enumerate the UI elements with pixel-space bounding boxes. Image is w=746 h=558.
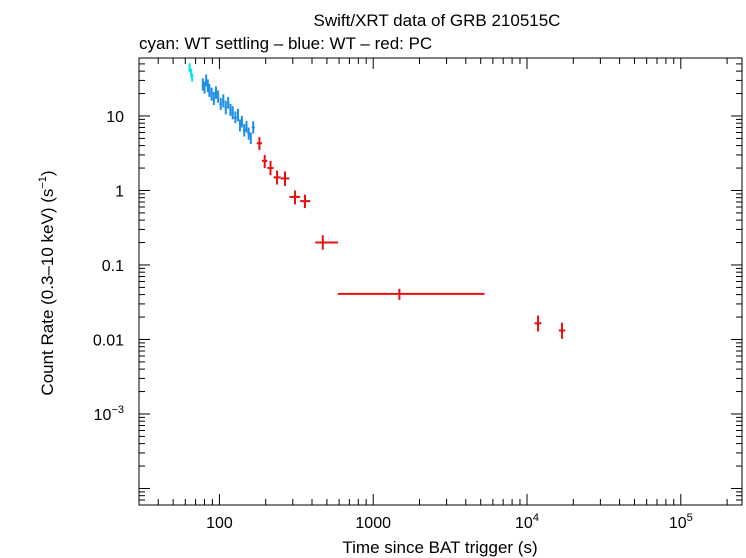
x-tick-label: 100 [206, 515, 233, 532]
plot-frame [138, 57, 743, 506]
data-point [226, 96, 230, 109]
data-point [238, 119, 241, 132]
y-axis-label: Count Rate (0.3–10 keV) (s−1) [37, 170, 57, 395]
data-points [188, 63, 566, 339]
data-point [273, 170, 281, 185]
series-wt [201, 74, 255, 145]
y-axis-label-main: Count Rate (0.3–10 keV) (s [38, 189, 57, 396]
data-point [212, 91, 215, 106]
data-point [236, 108, 239, 122]
data-point [315, 235, 338, 250]
data-point [242, 124, 246, 137]
data-point [251, 121, 255, 134]
data-point [191, 73, 194, 82]
x-tick-label: 1000 [355, 515, 391, 532]
x-axis-label: Time since BAT trigger (s) [342, 538, 537, 557]
y-tick-label: 0.01 [93, 332, 124, 349]
data-point [219, 97, 223, 111]
data-point [214, 86, 218, 99]
data-point [205, 74, 208, 87]
series-wt-settling [188, 63, 194, 82]
data-point [222, 94, 225, 108]
chart-title: Swift/XRT data of GRB 210515C [314, 11, 561, 30]
data-point [229, 103, 232, 116]
series-pc [256, 137, 566, 339]
data-point [267, 160, 274, 176]
data-point [206, 79, 209, 92]
y-axis-label-sup: −1 [37, 176, 49, 189]
data-point [203, 81, 206, 94]
data-point [245, 120, 248, 133]
chart-subtitle: cyan: WT settling – blue: WT – red: PC [139, 34, 432, 53]
y-axis-label-close: ) [38, 170, 57, 176]
data-point [558, 322, 566, 339]
data-point [240, 115, 243, 128]
data-point [261, 154, 268, 169]
y-tick-labels: 10 1 0.1 0.01 10−3 [93, 109, 124, 424]
data-point [188, 63, 191, 72]
data-point [300, 194, 311, 209]
data-point [210, 87, 213, 101]
data-point [224, 100, 227, 115]
data-point [337, 288, 485, 300]
data-point [280, 171, 290, 186]
axis-ticks [138, 57, 742, 506]
data-point [190, 68, 193, 78]
data-point [217, 90, 220, 103]
y-tick-label: 1 [115, 183, 124, 200]
y-tick-label: 0.1 [102, 258, 124, 275]
x-tick-label: 105 [669, 512, 693, 532]
y-tick-label: 10−3 [94, 404, 124, 424]
data-point [233, 111, 237, 124]
data-point [256, 137, 262, 150]
x-tick-labels: 100 1000 104 105 [206, 512, 693, 532]
data-point [249, 132, 252, 145]
data-point [247, 127, 250, 140]
data-point [208, 83, 211, 97]
y-tick-label: 10 [106, 109, 124, 126]
data-point [534, 315, 542, 332]
data-point [289, 190, 301, 205]
x-tick-label: 104 [515, 512, 539, 532]
data-point [231, 106, 234, 120]
data-point [201, 78, 204, 91]
